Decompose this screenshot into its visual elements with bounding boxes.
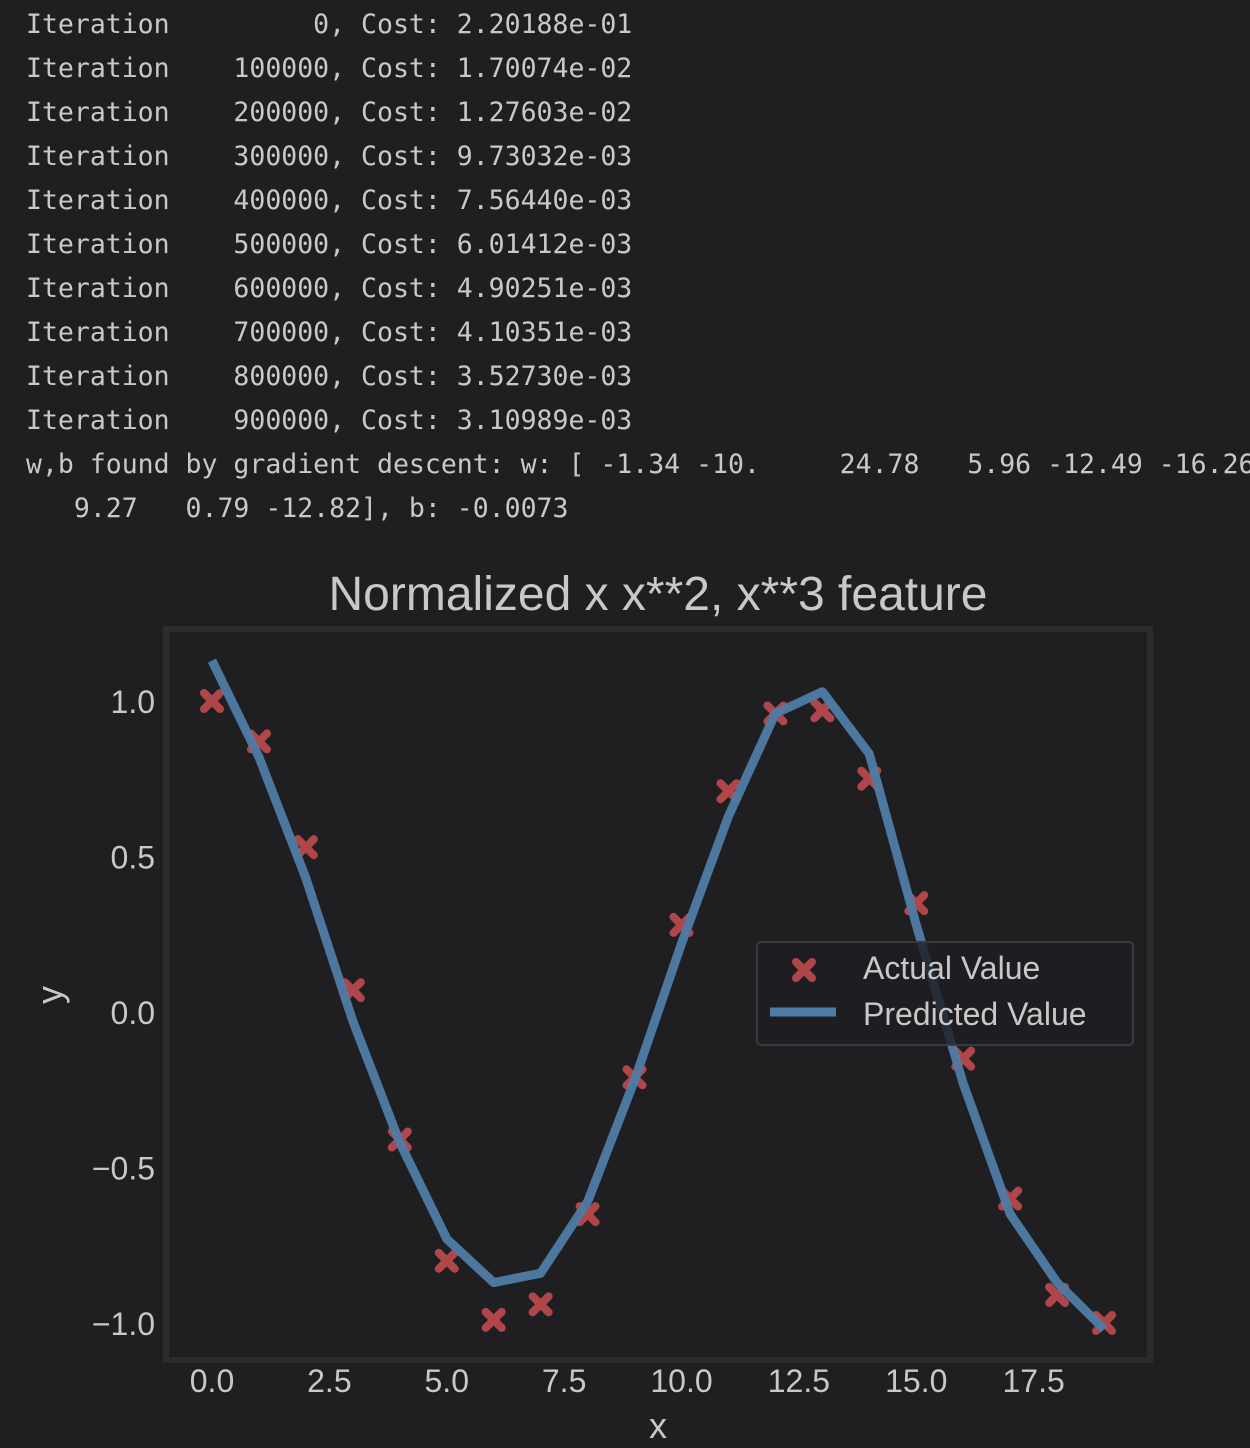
x-tick-label: 10.0: [650, 1363, 712, 1399]
y-axis-ticks: 1.0 0.5 0.0 −0.5 −1.0: [92, 684, 155, 1342]
chart-figure: Normalized x x**2, x**3 feature 1.0 0.5 0.…: [29, 568, 1153, 1446]
actual-value-point: [481, 1307, 506, 1332]
y-tick-label: 0.0: [111, 995, 155, 1031]
console-line: Iteration 0, Cost: 2.20188e-01: [26, 9, 633, 40]
legend-label-actual: Actual Value: [863, 950, 1040, 986]
x-tick-label: 17.5: [1002, 1363, 1064, 1399]
chart-title: Normalized x x**2, x**3 feature: [329, 568, 988, 621]
x-tick-label: 15.0: [885, 1363, 947, 1399]
console-line: Iteration 400000, Cost: 7.56440e-03: [26, 185, 633, 216]
legend-x-marker: [792, 958, 816, 982]
console-line: Iteration 300000, Cost: 9.73032e-03: [26, 141, 633, 172]
y-axis-label: y: [29, 986, 70, 1004]
x-axis-label: x: [649, 1405, 667, 1446]
console-line: Iteration 100000, Cost: 1.70074e-02: [26, 53, 633, 84]
y-tick-label: −1.0: [92, 1306, 155, 1342]
y-tick-label: 1.0: [111, 684, 155, 720]
predicted-value-line-group: [207, 658, 1108, 1333]
x-axis-ticks: 0.0 2.5 5.0 7.5 10.0 12.5 15.0 17.5: [190, 1363, 1065, 1399]
console-line: 9.27 0.79 -12.82], b: -0.0073: [26, 493, 569, 524]
y-tick-label: 0.5: [111, 840, 155, 876]
actual-value-point: [200, 689, 224, 713]
legend: Actual Value Predicted Value: [756, 941, 1134, 1046]
console-line: Iteration 200000, Cost: 1.27603e-02: [26, 97, 633, 128]
console-line: Iteration 800000, Cost: 3.52730e-03: [26, 361, 633, 392]
x-tick-label: 5.0: [425, 1363, 469, 1399]
predicted-value-line: [207, 658, 1108, 1333]
console-line: Iteration 500000, Cost: 6.01412e-03: [26, 229, 633, 260]
legend-label-predicted: Predicted Value: [863, 996, 1087, 1032]
actual-value-point: [528, 1292, 553, 1317]
y-tick-label: −0.5: [92, 1151, 155, 1187]
legend-box: [756, 941, 1134, 1046]
actual-value-point: [434, 1248, 459, 1273]
x-tick-label: 0.0: [190, 1363, 234, 1399]
x-tick-label: 7.5: [542, 1363, 586, 1399]
console-line: Iteration 600000, Cost: 4.90251e-03: [26, 273, 633, 304]
console-line: Iteration 700000, Cost: 4.10351e-03: [26, 317, 633, 348]
x-tick-label: 12.5: [768, 1363, 830, 1399]
console-output: Iteration 0, Cost: 2.20188e-01 Iteration …: [26, 0, 1250, 528]
console-line: Iteration 900000, Cost: 3.10989e-03: [26, 405, 633, 436]
x-tick-label: 2.5: [307, 1363, 351, 1399]
console-line: w,b found by gradient descent: w: [ -1.3…: [26, 449, 1250, 480]
legend-marker-icon: [792, 958, 816, 982]
